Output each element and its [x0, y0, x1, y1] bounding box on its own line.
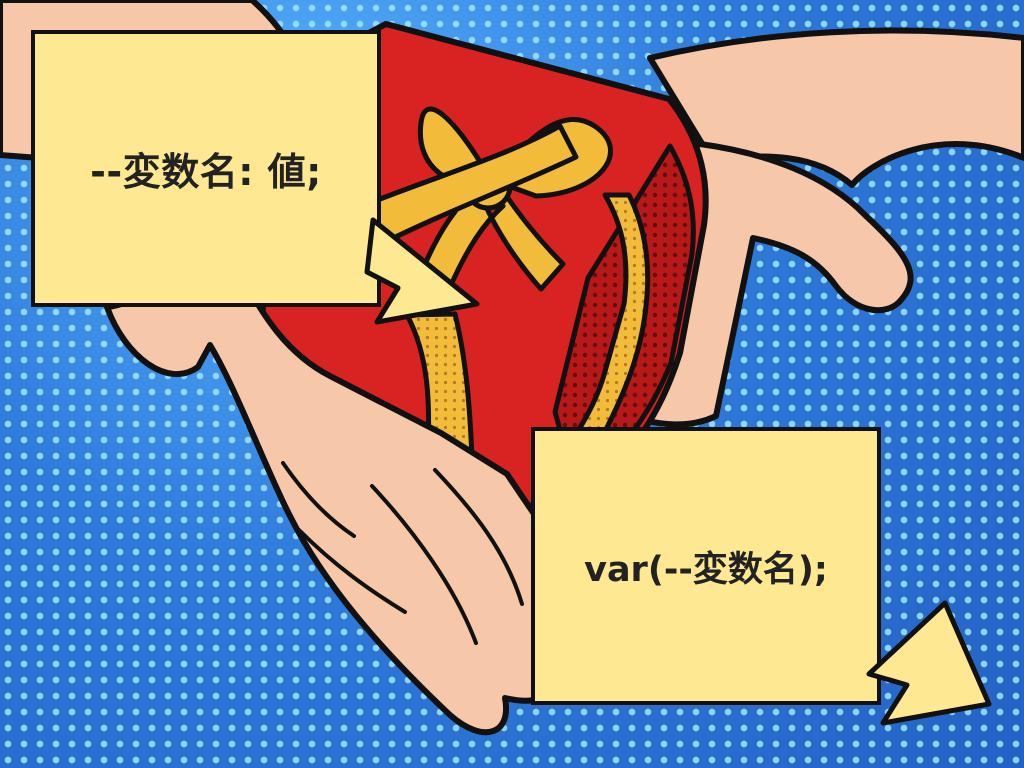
left-hand-finger-lines — [281, 461, 524, 645]
declaration-arrow-icon — [364, 217, 480, 325]
css-variable-declaration-text: --変数名: 値; — [90, 150, 322, 194]
css-variable-usage-text: var(--変数名); — [584, 549, 828, 590]
usage-arrow-icon — [866, 600, 992, 726]
gift-ribbon-top — [362, 123, 579, 250]
css-variable-usage-callout: var(--変数名); — [531, 427, 881, 705]
css-variable-declaration-callout: --変数名: 値; — [31, 30, 381, 307]
